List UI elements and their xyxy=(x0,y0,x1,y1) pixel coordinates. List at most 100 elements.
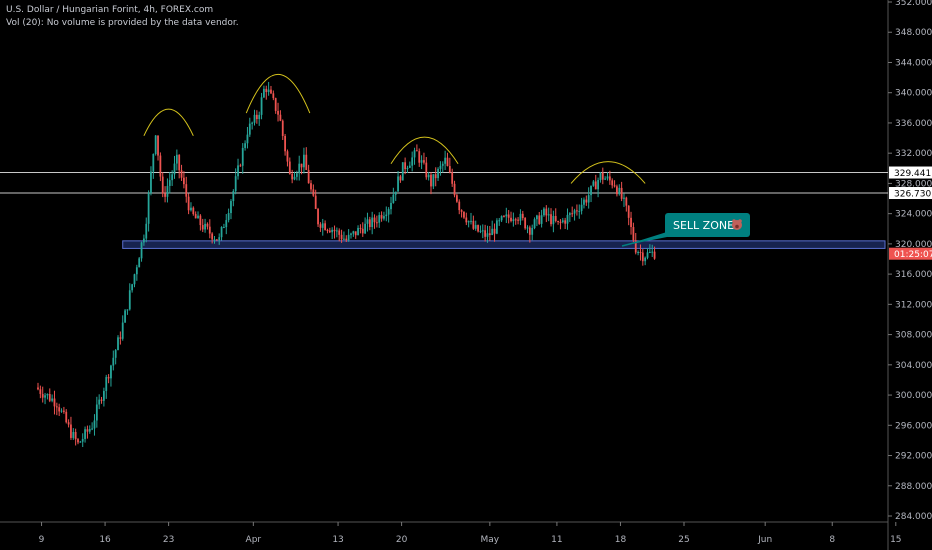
x-tick-label: 23 xyxy=(163,535,174,545)
candle-body xyxy=(439,165,442,169)
candle-body xyxy=(406,167,409,170)
candle-body xyxy=(470,220,472,222)
y-tick-label: 312.000 xyxy=(895,300,932,310)
candle-body xyxy=(277,110,279,115)
candle-body xyxy=(601,172,604,180)
price-tag xyxy=(889,166,932,179)
bear-icon-ear-right xyxy=(738,219,742,223)
candle-body xyxy=(248,123,251,135)
sell-zone-callout[interactable] xyxy=(665,213,750,237)
candle-body xyxy=(173,163,176,175)
x-tick-label: 25 xyxy=(678,535,689,545)
y-tick-label: 308.000 xyxy=(895,331,932,341)
candle-body xyxy=(55,406,58,408)
candle-body xyxy=(524,218,527,229)
x-tick-label: 15 xyxy=(890,535,901,545)
candle-body xyxy=(630,217,632,228)
candle-body xyxy=(267,89,270,93)
candle-body xyxy=(58,407,61,412)
candle-body xyxy=(201,225,204,230)
candle-body xyxy=(288,161,291,174)
candle-body xyxy=(220,227,223,238)
candle-body xyxy=(564,220,567,224)
candle-body xyxy=(70,424,72,438)
candle-body xyxy=(150,171,152,194)
candle-body xyxy=(321,223,324,228)
sell-zone-label: SELL ZONE xyxy=(673,219,734,232)
candle-body xyxy=(218,237,221,241)
candle-body xyxy=(528,227,531,235)
candle-body xyxy=(227,213,230,221)
candle-body xyxy=(552,216,555,225)
candle-body xyxy=(557,220,559,222)
candle-body xyxy=(448,166,451,173)
candle-body xyxy=(592,181,595,186)
support-zone[interactable] xyxy=(122,240,886,249)
candle-body xyxy=(512,219,515,222)
candle-body xyxy=(335,230,338,232)
candle-body xyxy=(616,186,618,195)
candle-body xyxy=(310,183,312,190)
candle-body xyxy=(505,214,508,217)
countdown-tag xyxy=(889,247,932,260)
candle-body xyxy=(618,187,621,195)
candle-body xyxy=(453,183,456,196)
candle-body xyxy=(611,180,614,186)
y-tick-label: 292.000 xyxy=(895,452,932,462)
candle-body xyxy=(91,428,94,430)
candle-body xyxy=(239,165,242,167)
candle-body xyxy=(77,439,79,443)
candle-body xyxy=(279,114,282,121)
candle-body xyxy=(460,210,463,212)
candle-body xyxy=(399,176,402,181)
head-arc[interactable] xyxy=(570,161,646,184)
candle-body xyxy=(604,178,607,180)
candle-body xyxy=(72,431,75,438)
candle-body xyxy=(418,151,421,163)
candle-body xyxy=(338,230,341,235)
candle-body xyxy=(307,169,310,184)
candle-body xyxy=(477,225,479,232)
candle-body xyxy=(427,174,430,178)
candle-body xyxy=(107,377,110,379)
candle-body xyxy=(178,154,181,171)
candle-body xyxy=(300,163,303,168)
y-tick-label: 324.000 xyxy=(895,210,932,220)
candle-body xyxy=(274,98,277,111)
candle-body xyxy=(444,157,447,164)
candle-body xyxy=(387,209,390,215)
candle-body xyxy=(230,201,232,214)
candle-body xyxy=(119,337,122,339)
candle-body xyxy=(425,162,428,178)
candle-body xyxy=(644,257,647,262)
candle-body xyxy=(465,217,468,223)
candle-body xyxy=(394,191,397,195)
candle-body xyxy=(79,441,82,443)
candle-body xyxy=(84,429,86,439)
candle-body xyxy=(514,219,517,221)
candle-body xyxy=(587,195,590,203)
candle-body xyxy=(364,223,367,234)
y-tick-label: 336.000 xyxy=(895,119,932,129)
candle-body xyxy=(543,208,545,216)
candle-body xyxy=(392,194,395,203)
candle-body xyxy=(51,398,54,401)
candle-body xyxy=(39,389,42,394)
head-arc[interactable] xyxy=(143,108,194,137)
candle-body xyxy=(639,251,642,253)
candle-body xyxy=(291,173,294,180)
candle-body xyxy=(62,410,65,412)
head-arc[interactable] xyxy=(245,73,311,114)
head-arc[interactable] xyxy=(390,136,459,165)
candle-body xyxy=(251,122,254,124)
candle-body xyxy=(197,215,199,219)
candle-body xyxy=(314,195,317,209)
candle-body xyxy=(491,228,494,236)
y-tick-label: 284.000 xyxy=(895,512,932,522)
candle-body xyxy=(305,154,308,170)
candle-body xyxy=(333,229,336,232)
candle-body xyxy=(432,174,435,187)
candle-body xyxy=(606,176,609,179)
candle-body xyxy=(166,185,169,197)
